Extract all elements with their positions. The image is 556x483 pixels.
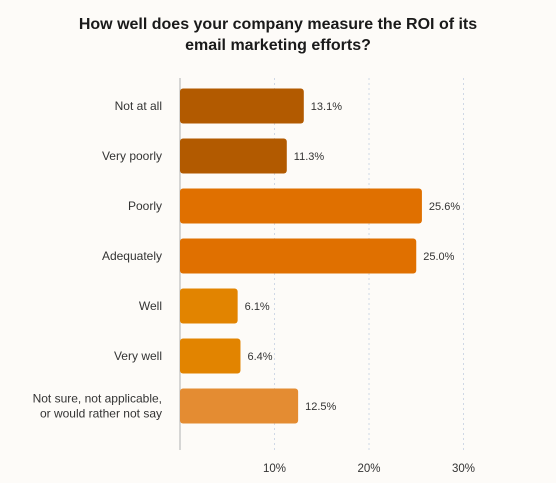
bar: [180, 238, 417, 274]
x-tick-label: 10%: [263, 463, 286, 475]
x-tick-label: 30%: [452, 463, 475, 475]
value-label: 25.0%: [423, 251, 454, 263]
bar: [180, 188, 422, 224]
category-label: Very well: [114, 349, 162, 363]
category-label: Not at all: [115, 99, 162, 113]
bar: [180, 388, 299, 424]
category-labels: 13.1% Not at all 11.3% Very poorly 25.6% Poor…: [33, 99, 461, 421]
category-label: Poorly: [128, 199, 162, 213]
bars: [180, 88, 422, 424]
bar: [180, 288, 238, 324]
value-label: 12.5%: [305, 401, 336, 413]
value-label: 11.3%: [294, 151, 325, 163]
value-label: 6.1%: [245, 301, 270, 313]
category-label: Well: [139, 299, 162, 313]
category-label-line: Very poorly: [102, 149, 162, 163]
chart-title-line-1: How well does your company measure the R…: [78, 16, 478, 33]
chart-title: How well does your company measure the R…: [0, 14, 556, 56]
category-label-line: Poorly: [128, 199, 162, 213]
category-label-line: Not at all: [115, 99, 162, 113]
category-label-line: Not sure, not applicable,: [33, 392, 162, 406]
bar: [180, 338, 241, 374]
bar: [180, 138, 287, 174]
bar: [180, 88, 304, 124]
category-label-line: Adequately: [102, 249, 162, 263]
value-label: 13.1%: [311, 101, 342, 113]
x-axis-ticks: 10% 20% 30%: [263, 463, 475, 475]
x-tick-label: 20%: [357, 463, 380, 475]
category-label-line: Very well: [114, 349, 162, 363]
category-label: Not sure, not applicable, or would rather…: [33, 392, 162, 421]
category-label-line: or would rather not say: [40, 407, 162, 421]
category-label-line: Well: [139, 299, 162, 313]
chart-title-line-2: email marketing efforts?: [185, 37, 371, 54]
value-label: 25.6%: [429, 201, 460, 213]
category-label: Very poorly: [102, 149, 162, 163]
category-label: Adequately: [102, 249, 162, 263]
value-label: 6.4%: [247, 351, 272, 363]
